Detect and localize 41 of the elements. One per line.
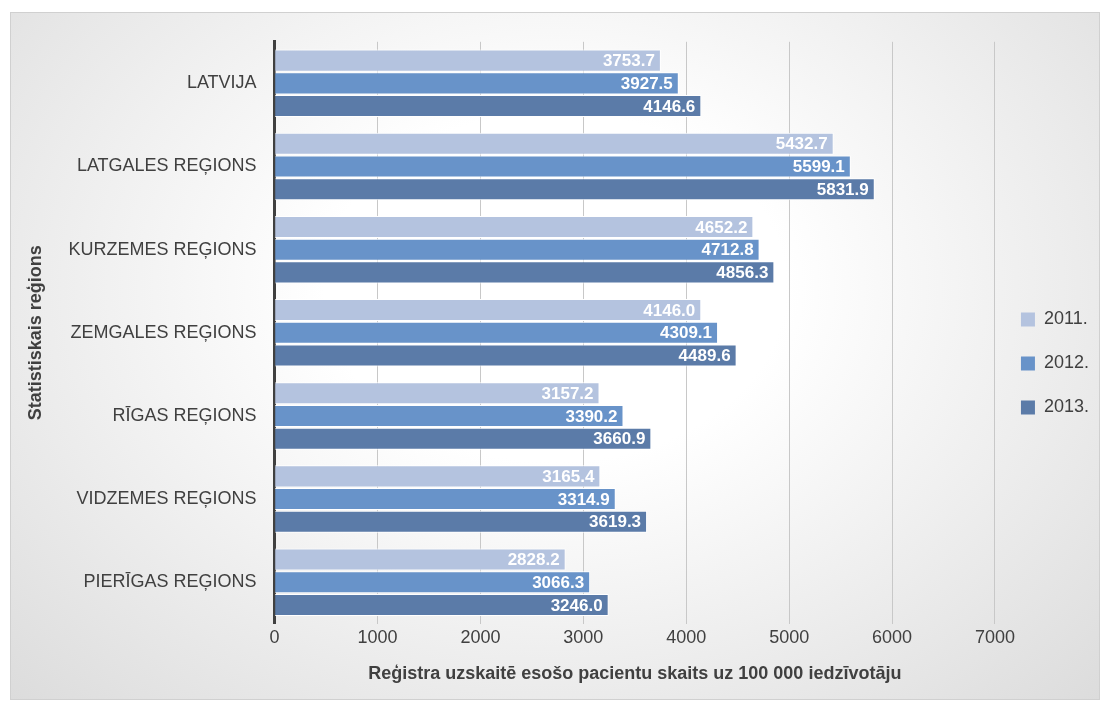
- data-label: 3165.4: [542, 467, 595, 487]
- data-label: 5831.9: [816, 179, 869, 199]
- data-label: 4712.8: [701, 240, 754, 260]
- x-tick-label: 4000: [666, 626, 707, 647]
- legend-label: 2013.: [1043, 396, 1089, 417]
- data-label: 4146.6: [643, 96, 696, 116]
- y-tick-label: ZEMGALES REĢIONS: [70, 321, 257, 342]
- data-label: 4856.3: [716, 263, 769, 283]
- data-label: 5432.7: [775, 134, 828, 154]
- data-label: 3619.3: [589, 512, 642, 532]
- legend-label: 2012.: [1043, 352, 1089, 373]
- y-tick-label: PIERĪGAS REĢIONS: [83, 571, 257, 592]
- data-label: 3314.9: [557, 489, 610, 509]
- x-tick-label: 6000: [872, 626, 913, 647]
- data-label: 3660.9: [593, 429, 646, 449]
- x-tick-label: 0: [269, 626, 280, 647]
- legend-label: 2011.: [1043, 308, 1088, 329]
- y-axis-title: Statistiskais reģions: [24, 245, 45, 421]
- y-tick-label: LATVIJA: [186, 72, 257, 93]
- x-tick-label: 5000: [769, 626, 810, 647]
- y-tick-label: KURZEMES REĢIONS: [68, 238, 257, 259]
- x-tick-label: 1000: [357, 626, 398, 647]
- data-label: 3753.7: [602, 51, 655, 71]
- data-label: 3246.0: [550, 595, 603, 615]
- x-axis-title: Reģistra uzskaitē esošo pacientu skaits uz 100 000 iedzīvotāju: [368, 663, 902, 684]
- data-label: 4652.2: [695, 217, 748, 237]
- data-label: 2828.2: [507, 550, 560, 570]
- data-label: 3157.2: [541, 383, 594, 403]
- data-label: 3927.5: [620, 74, 673, 94]
- y-tick-label: VIDZEMES REĢIONS: [76, 488, 257, 509]
- y-tick-label: RĪGAS REĢIONS: [112, 404, 257, 425]
- data-label: 3066.3: [532, 572, 585, 592]
- data-label: 3390.2: [565, 406, 618, 426]
- data-label: 4489.6: [678, 346, 731, 366]
- data-label: 4146.0: [643, 300, 696, 320]
- y-tick-label: LATGALES REĢIONS: [76, 155, 257, 176]
- data-label: 5599.1: [792, 157, 845, 177]
- x-tick-label: 3000: [563, 626, 604, 647]
- data-label: 4309.1: [660, 323, 713, 343]
- x-tick-label: 2000: [460, 626, 501, 647]
- x-tick-label: 7000: [974, 626, 1015, 647]
